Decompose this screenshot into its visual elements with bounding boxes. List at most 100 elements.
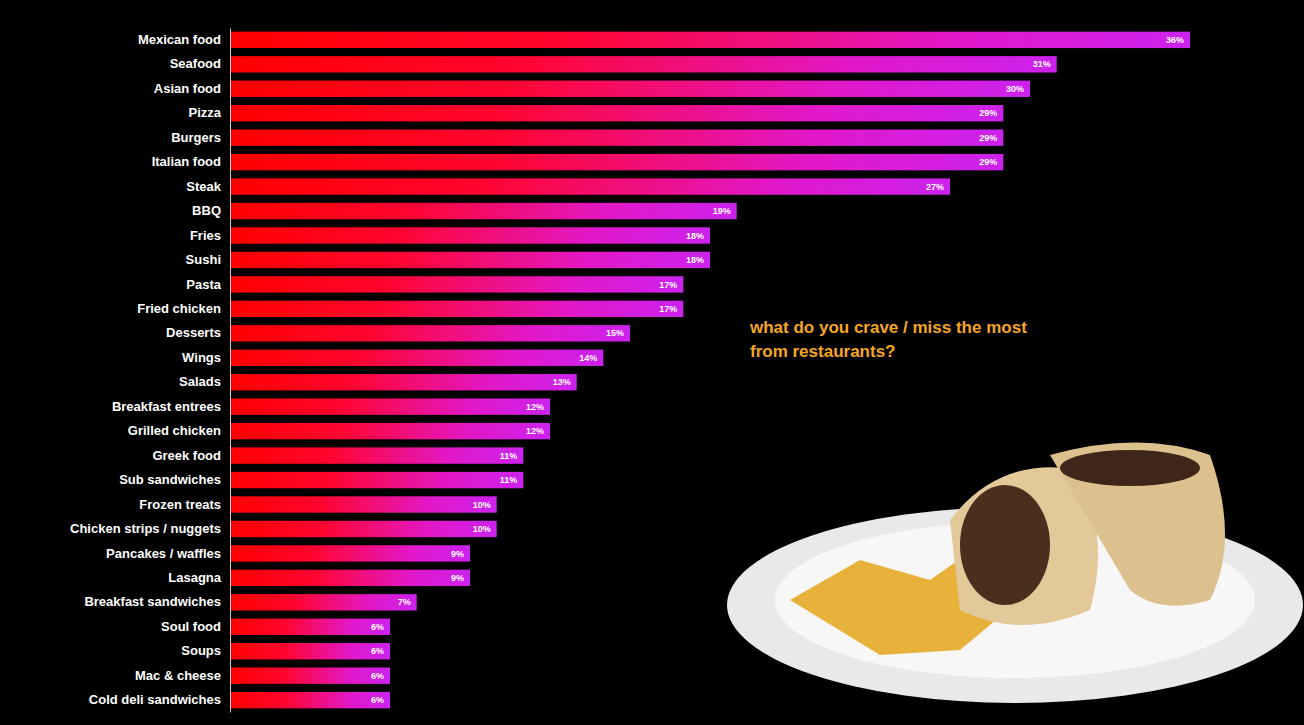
tick-label: Pasta <box>186 277 221 292</box>
tick: Greek food <box>152 448 221 463</box>
bar <box>230 692 390 708</box>
bar <box>230 32 1190 48</box>
tick-label: Steak <box>186 179 221 194</box>
bar <box>230 325 630 341</box>
data-labels: 36%31%30%29%29%29%27%19%18%18%17%17%15%1… <box>371 35 1184 705</box>
data-label: 6% <box>371 695 384 705</box>
data-label: 13% <box>553 377 571 387</box>
data-label: 36% <box>1166 35 1184 45</box>
data-label: 29% <box>979 157 997 167</box>
data-label: 10% <box>473 524 491 534</box>
bar <box>230 521 497 537</box>
chart: Mexican food Seafood Asian food Pizza Burger… <box>0 0 1304 725</box>
bar <box>230 545 470 561</box>
food-illustration <box>727 443 1303 704</box>
data-label: 17% <box>659 304 677 314</box>
tick: Breakfast entrees <box>112 399 221 414</box>
bar <box>230 350 603 366</box>
burrito-filling <box>960 485 1050 605</box>
tick: Chicken strips / nuggets <box>70 521 221 536</box>
bar <box>230 398 550 414</box>
bar <box>230 56 1057 72</box>
bar <box>230 301 683 317</box>
tick-label: Asian food <box>154 81 221 96</box>
tick: Cold deli sandwiches <box>89 692 221 707</box>
tick: Italian food <box>152 154 221 169</box>
tick-label: Salads <box>179 374 221 389</box>
tick: Lasagna <box>168 570 222 585</box>
tick: Grilled chicken <box>128 423 221 438</box>
tick-label: Mexican food <box>138 32 221 47</box>
background <box>0 0 1304 725</box>
data-label: 6% <box>371 622 384 632</box>
tick: Mac & cheese <box>135 668 221 683</box>
bar <box>230 154 1003 170</box>
tick: Breakfast sandwiches <box>84 594 221 609</box>
data-label: 12% <box>526 402 544 412</box>
data-label: 9% <box>451 573 464 583</box>
bar <box>230 496 497 512</box>
bar <box>230 472 523 488</box>
bar <box>230 594 417 610</box>
tick-label: Mac & cheese <box>135 668 221 683</box>
tick: Pancakes / waffles <box>106 546 221 561</box>
bar <box>230 570 470 586</box>
data-label: 27% <box>926 182 944 192</box>
tick-label: Grilled chicken <box>128 423 221 438</box>
data-label: 29% <box>979 108 997 118</box>
data-label: 11% <box>500 475 518 485</box>
burrito-half-filling <box>1060 450 1200 486</box>
tick-label: Sub sandwiches <box>119 472 221 487</box>
data-label: 18% <box>686 255 704 265</box>
data-label: 6% <box>371 646 384 656</box>
title-line: from restaurants? <box>750 342 895 361</box>
tick: Asian food <box>154 81 221 96</box>
y-axis: Mexican food Seafood Asian food Pizza Burger… <box>70 29 230 713</box>
bar <box>230 105 1003 121</box>
tick: Sub sandwiches <box>119 472 221 487</box>
bar <box>230 203 737 219</box>
data-label: 15% <box>606 328 624 338</box>
tick: Burgers <box>171 130 221 145</box>
data-label: 6% <box>371 671 384 681</box>
tick-label: Breakfast entrees <box>112 399 221 414</box>
data-label: 14% <box>579 353 597 363</box>
tick-label: Lasagna <box>168 570 222 585</box>
bar <box>230 643 390 659</box>
tick-label: Fried chicken <box>137 301 221 316</box>
tick: Desserts <box>166 325 221 340</box>
title-line: what do you crave / miss the most <box>749 318 1027 337</box>
tick: Pizza <box>188 105 221 120</box>
tick-label: Seafood <box>170 56 221 71</box>
tick-label: Pancakes / waffles <box>106 546 221 561</box>
tick-label: Wings <box>182 350 221 365</box>
tick-label: BBQ <box>192 203 221 218</box>
title: what do you crave / miss the most from re… <box>749 318 1027 361</box>
tick: Salads <box>179 374 221 389</box>
tick: Sushi <box>186 252 221 267</box>
tick: Seafood <box>170 56 221 71</box>
data-label: 10% <box>473 500 491 510</box>
bars <box>230 32 1190 709</box>
tick-label: Italian food <box>152 154 221 169</box>
bar <box>230 447 523 463</box>
tick: Soups <box>181 643 221 658</box>
tick-label: Desserts <box>166 325 221 340</box>
data-label: 17% <box>659 280 677 290</box>
bar <box>230 619 390 635</box>
data-label: 31% <box>1033 59 1051 69</box>
axis-line <box>230 29 231 713</box>
bar <box>230 423 550 439</box>
tick-label: Burgers <box>171 130 221 145</box>
bar <box>230 178 950 194</box>
bar <box>230 81 1030 97</box>
bar <box>230 374 577 390</box>
data-label: 18% <box>686 231 704 241</box>
tick-label: Frozen treats <box>139 497 221 512</box>
data-label: 19% <box>713 206 731 216</box>
data-label: 30% <box>1006 84 1024 94</box>
tick-label: Soups <box>181 643 221 658</box>
tick-label: Cold deli sandwiches <box>89 692 221 707</box>
data-label: 7% <box>398 597 411 607</box>
bar <box>230 227 710 243</box>
